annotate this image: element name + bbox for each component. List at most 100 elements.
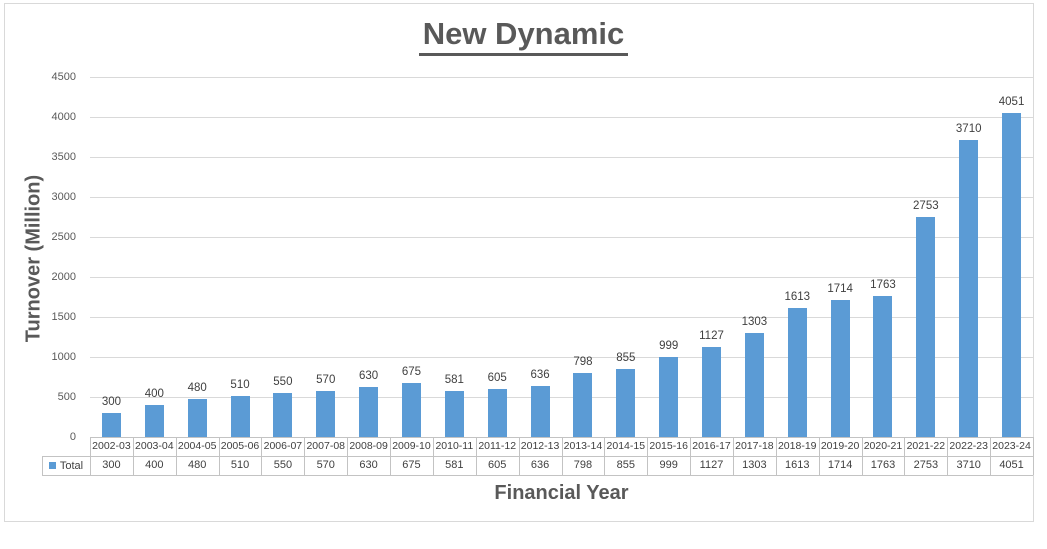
table-border	[175, 437, 177, 475]
gridline	[90, 357, 1033, 358]
bar-value-label: 675	[401, 366, 422, 378]
x-category-cell: 2019-20	[820, 440, 860, 452]
x-category-cell: 2014-15	[606, 440, 646, 452]
table-border	[732, 437, 734, 475]
bar-value-label: 2753	[913, 199, 939, 212]
legend-label: Total	[59, 459, 84, 472]
bar	[744, 332, 764, 437]
x-category-cell: 2020-21	[863, 440, 903, 452]
gridline	[90, 397, 1033, 398]
value-cell: 480	[187, 459, 207, 471]
x-category-cell: 2008-09	[349, 440, 388, 452]
value-cell: 636	[530, 459, 550, 471]
value-cell: 3710	[956, 459, 981, 471]
x-category-cell: 2006-07	[263, 440, 303, 452]
bar-value-label: 798	[573, 356, 593, 369]
table-border	[990, 437, 992, 475]
gridline	[90, 317, 1033, 318]
y-tick-label: 4000	[51, 111, 76, 123]
value-cell: 570	[316, 459, 335, 471]
value-cell: 1763	[870, 459, 896, 471]
table-border	[775, 437, 777, 475]
y-tick-label: 2000	[51, 271, 76, 283]
bar	[1002, 112, 1022, 437]
bar	[916, 216, 936, 437]
table-border	[432, 437, 434, 475]
bar-value-label: 581	[444, 373, 464, 386]
x-category-cell: 2002-03	[92, 440, 131, 452]
table-border	[261, 437, 263, 475]
table-border	[604, 437, 606, 475]
x-category-cell: 2018-19	[777, 440, 817, 452]
value-cell: 300	[102, 459, 121, 471]
bar-value-label: 1303	[741, 315, 768, 328]
gridline	[90, 277, 1033, 278]
bar	[702, 346, 722, 437]
value-cell: 1613	[785, 459, 810, 471]
bar-value-label: 550	[273, 376, 293, 388]
table-border	[42, 456, 1033, 457]
bar	[530, 386, 550, 437]
value-cell: 550	[273, 459, 293, 471]
y-tick-label: 2500	[51, 231, 76, 243]
value-cell: 605	[488, 459, 507, 471]
x-category-cell: 2010-11	[435, 440, 474, 452]
table-border	[904, 437, 906, 475]
bar-value-label: 1763	[870, 278, 896, 291]
bar-value-label: 1714	[827, 282, 853, 295]
x-category-cell: 2015-16	[649, 440, 688, 452]
bar	[144, 405, 164, 437]
table-border	[690, 437, 692, 475]
bar-value-label: 3710	[955, 123, 982, 136]
value-cell: 1714	[827, 459, 853, 471]
x-axis-title: Financial Year	[494, 482, 629, 504]
value-cell: 855	[616, 459, 635, 471]
y-tick-label: 1500	[51, 311, 76, 323]
bar	[487, 388, 507, 437]
bar-value-label: 300	[101, 396, 122, 408]
bar	[787, 307, 807, 437]
table-border	[647, 437, 649, 475]
bar-value-label: 510	[230, 379, 250, 392]
bar-value-label: 4051	[998, 95, 1025, 108]
value-cell: 510	[230, 459, 250, 471]
x-category-cell: 2021-22	[906, 440, 946, 452]
bar	[444, 390, 464, 437]
bar	[401, 383, 421, 437]
table-border	[304, 437, 306, 475]
table-border	[1033, 437, 1034, 475]
x-category-cell: 2017-18	[735, 440, 774, 452]
bar	[359, 386, 379, 437]
x-category-cell: 2005-06	[220, 440, 260, 452]
value-cell: 581	[445, 459, 464, 471]
chart-title-text: New Dynamic	[418, 16, 629, 56]
bar	[187, 398, 207, 437]
gridline	[90, 117, 1033, 118]
gridline	[90, 77, 1033, 78]
x-category-cell: 2022-23	[949, 440, 988, 452]
value-cell: 2753	[913, 459, 939, 471]
y-tick-label: 3000	[51, 191, 76, 203]
x-category-cell: 2009-10	[392, 440, 431, 452]
value-cell: 400	[145, 459, 164, 471]
table-border	[42, 456, 43, 475]
value-cell: 675	[402, 459, 421, 471]
value-cell: 999	[659, 459, 678, 471]
x-category-cell: 2011-12	[478, 440, 517, 452]
value-cell: 4051	[999, 459, 1024, 471]
bar-value-label: 999	[659, 340, 679, 353]
chart-title: New Dynamic	[0, 16, 1047, 56]
x-category-cell: 2007-08	[306, 440, 346, 452]
y-tick-label: 500	[57, 391, 76, 403]
bar	[659, 357, 679, 437]
bar	[959, 140, 979, 437]
legend-key-icon	[48, 462, 56, 469]
value-cell: 630	[359, 459, 378, 471]
y-tick-label: 1000	[51, 351, 76, 363]
bar-value-label: 605	[487, 371, 507, 384]
bar	[830, 299, 850, 437]
bar	[616, 368, 636, 437]
bar-value-label: 1613	[784, 290, 811, 303]
table-border	[518, 437, 520, 475]
